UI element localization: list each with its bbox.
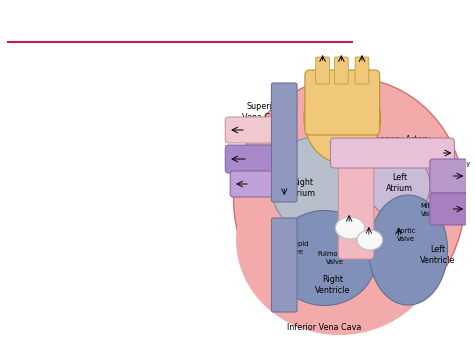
FancyBboxPatch shape (430, 193, 467, 225)
FancyBboxPatch shape (430, 159, 467, 193)
FancyBboxPatch shape (272, 83, 297, 202)
Text: Tricuspid
Valve: Tricuspid Valve (281, 241, 310, 255)
Text: Left
Ventricle: Left Ventricle (420, 245, 456, 265)
FancyBboxPatch shape (225, 145, 280, 173)
Text: Right
Ventricle: Right Ventricle (315, 275, 350, 295)
FancyBboxPatch shape (305, 70, 380, 135)
FancyBboxPatch shape (338, 156, 374, 259)
Text: Pulmonary Artery: Pulmonary Artery (360, 136, 431, 144)
Ellipse shape (273, 211, 376, 306)
Text: Inferior Vena Cava: Inferior Vena Cava (287, 323, 362, 333)
Text: Pulmonary
Valve: Pulmonary Valve (318, 251, 353, 265)
Text: Aorta: Aorta (332, 103, 354, 111)
Ellipse shape (304, 73, 381, 163)
Text: Left
Atrium: Left Atrium (386, 173, 413, 193)
Ellipse shape (236, 145, 443, 335)
Ellipse shape (234, 77, 465, 322)
Text: Pulmonary
Vein: Pulmonary Vein (434, 161, 471, 175)
FancyBboxPatch shape (335, 57, 348, 84)
Ellipse shape (336, 217, 365, 239)
Ellipse shape (366, 153, 430, 218)
Text: Superior
Vena Cava: Superior Vena Cava (242, 102, 285, 122)
FancyBboxPatch shape (316, 57, 329, 84)
Text: Mitral
Valve: Mitral Valve (420, 203, 439, 217)
FancyBboxPatch shape (225, 117, 278, 143)
Text: Right
Atrium: Right Atrium (290, 178, 317, 198)
Ellipse shape (369, 195, 447, 305)
Ellipse shape (271, 137, 355, 233)
Text: Aortic
Valve: Aortic Valve (397, 228, 416, 242)
FancyBboxPatch shape (355, 57, 369, 84)
FancyBboxPatch shape (330, 138, 455, 168)
FancyBboxPatch shape (230, 171, 280, 197)
Ellipse shape (357, 230, 383, 250)
FancyBboxPatch shape (272, 218, 297, 312)
